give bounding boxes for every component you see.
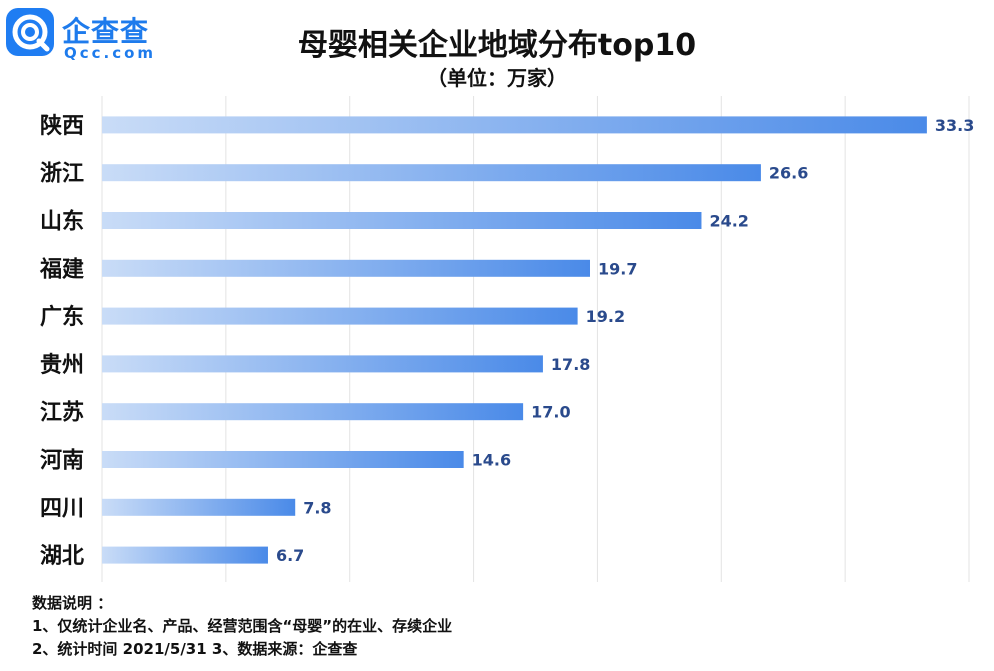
value-label: 33.3 — [935, 116, 974, 135]
logo-badge-icon — [6, 8, 54, 56]
brand-logo: 企查查 Qcc.com — [6, 8, 196, 70]
category-label: 山东 — [40, 209, 84, 235]
value-label: 6.7 — [276, 546, 304, 565]
bar — [102, 212, 702, 229]
brand-name: 企查查 — [62, 15, 150, 48]
value-label: 17.8 — [551, 355, 590, 374]
bar-chart: 陕西 33.3 浙江 26.6 山东 24.2 福建 19.7 广东 19.2 贵州 17.8 江苏 17… — [39, 96, 974, 582]
chart-subtitle: （单位：万家） — [427, 66, 567, 90]
value-label: 17.0 — [531, 403, 570, 422]
bar — [102, 546, 268, 564]
value-label: 26.6 — [769, 164, 808, 183]
category-label: 福建 — [39, 257, 84, 282]
bar — [102, 307, 578, 325]
category-label: 陕西 — [40, 114, 84, 139]
value-label: 7.8 — [303, 498, 331, 517]
category-label: 江苏 — [40, 400, 84, 426]
bar — [102, 116, 927, 134]
notes-line-1: 1、仅统计企业名、产品、经营范围含“母婴”的在业、存续企业 — [32, 617, 453, 635]
bar — [102, 451, 464, 468]
category-label: 河南 — [40, 449, 84, 474]
notes-heading: 数据说明 ： — [32, 594, 113, 612]
notes-line-2: 2、统计时间 2021/5/31 3、数据来源：企查查 — [32, 640, 358, 658]
data-notes: 数据说明 ： 1、仅统计企业名、产品、经营范围含“母婴”的在业、存续企业 2、统… — [32, 592, 452, 661]
value-label: 14.6 — [472, 451, 511, 470]
value-label: 19.2 — [586, 307, 625, 326]
brand-domain: Qcc.com — [64, 44, 157, 62]
category-label: 广东 — [40, 304, 84, 330]
bar — [102, 498, 296, 516]
bar — [102, 164, 761, 182]
bars: 陕西 33.3 浙江 26.6 山东 24.2 福建 19.7 广东 19.2 贵州 17.8 江苏 17… — [39, 114, 974, 569]
category-label: 浙江 — [40, 162, 84, 187]
bar — [102, 403, 524, 421]
category-label: 四川 — [40, 496, 84, 521]
chart-title: 母婴相关企业地域分布top10 — [297, 28, 697, 63]
bar — [102, 355, 543, 373]
value-label: 24.2 — [709, 212, 748, 231]
value-label: 19.7 — [598, 259, 637, 278]
category-label: 湖北 — [40, 544, 84, 569]
category-label: 贵州 — [40, 353, 84, 378]
bar — [102, 259, 590, 277]
